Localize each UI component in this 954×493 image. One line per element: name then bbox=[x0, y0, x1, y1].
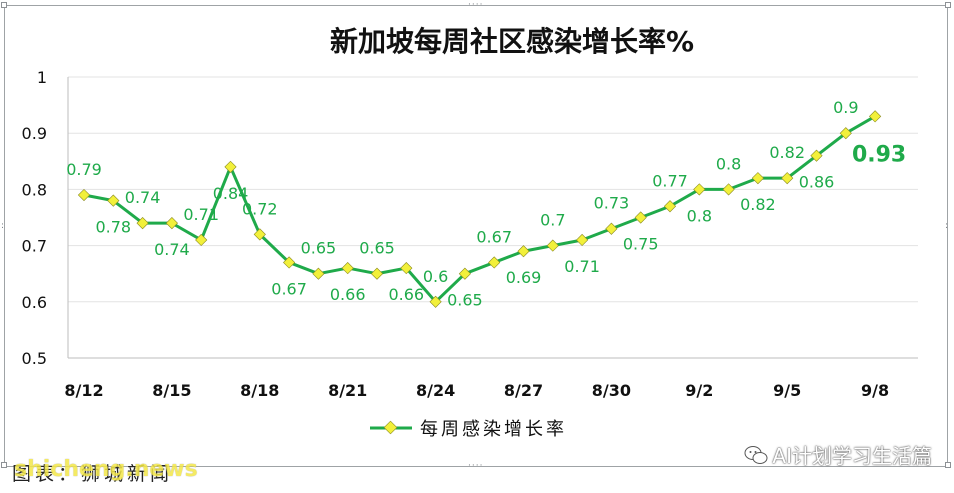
x-tick-label: 8/30 bbox=[592, 381, 631, 400]
x-tick-label: 9/2 bbox=[685, 381, 713, 400]
legend: 每周感染增长率 bbox=[370, 419, 567, 440]
x-tick-label: 8/27 bbox=[504, 381, 543, 400]
data-label: 0.74 bbox=[125, 188, 161, 207]
data-point bbox=[400, 261, 413, 275]
data-point bbox=[751, 172, 764, 185]
y-tick-label: 0.5 bbox=[22, 349, 47, 368]
x-tick-label: 8/15 bbox=[152, 381, 191, 400]
data-label: 0.71 bbox=[564, 257, 600, 276]
wechat-icon bbox=[744, 445, 768, 464]
data-label: 0.69 bbox=[506, 268, 542, 287]
data-label: 0.65 bbox=[301, 239, 337, 258]
data-label: 0.82 bbox=[769, 143, 805, 162]
data-point bbox=[693, 183, 706, 196]
data-point bbox=[663, 200, 677, 213]
data-label: 0.71 bbox=[183, 205, 219, 224]
data-label: 0.74 bbox=[154, 240, 190, 259]
site-watermark: shicheng.news bbox=[14, 457, 198, 482]
data-point bbox=[195, 233, 208, 247]
x-tick-label: 8/24 bbox=[416, 381, 455, 400]
data-point bbox=[458, 267, 471, 280]
resize-handle-bottom-left[interactable] bbox=[1, 462, 7, 468]
x-tick-label: 9/8 bbox=[861, 381, 889, 400]
series-line bbox=[83, 115, 876, 304]
data-point bbox=[576, 233, 589, 247]
data-point bbox=[722, 183, 735, 196]
data-point bbox=[546, 239, 559, 252]
data-label: 0.86 bbox=[799, 173, 835, 192]
resize-handle-top-right[interactable] bbox=[945, 2, 951, 8]
data-point bbox=[429, 295, 442, 308]
resize-handle-top-left[interactable] bbox=[1, 2, 7, 8]
data-label: 0.77 bbox=[652, 171, 688, 190]
x-tick-label: 9/5 bbox=[773, 381, 801, 400]
data-labels: 0.79 0.78 0.74 0.74 0.71 0.840.72 0.67 0.65 0.66… bbox=[66, 98, 906, 310]
x-tick-label: 8/18 bbox=[240, 381, 279, 400]
legend-marker bbox=[383, 420, 398, 435]
data-point bbox=[839, 127, 852, 140]
chart-frame bbox=[4, 5, 948, 467]
chart-title: 新加坡每周社区感染增长率% bbox=[330, 25, 694, 58]
data-label: 0.8 bbox=[687, 206, 712, 225]
data-point bbox=[810, 149, 823, 162]
data-label: 0.75 bbox=[623, 235, 659, 254]
watermark-text: AI计划学习生活篇 bbox=[772, 444, 932, 468]
data-point bbox=[107, 194, 120, 207]
data-point bbox=[488, 256, 501, 269]
data-label: 0.72 bbox=[242, 199, 278, 218]
data-label: 0.82 bbox=[740, 195, 776, 214]
data-point bbox=[165, 217, 178, 230]
data-point bbox=[634, 211, 647, 224]
data-point bbox=[312, 267, 325, 280]
watermark: AI计划学习生活篇 bbox=[744, 440, 932, 469]
resize-handle-bottom-right[interactable] bbox=[945, 462, 951, 468]
data-label: 0.66 bbox=[388, 285, 424, 304]
resize-handle-top[interactable]: ···· bbox=[468, 0, 484, 10]
data-label: 0.6 bbox=[423, 267, 448, 286]
data-label: 0.93 bbox=[852, 142, 906, 167]
data-point bbox=[77, 188, 91, 202]
source-caption: 图表：狮城新闻 bbox=[12, 463, 174, 485]
gridlines bbox=[67, 76, 918, 359]
y-tick-label: 0.7 bbox=[22, 237, 47, 256]
data-point bbox=[341, 261, 354, 275]
data-label: 0.67 bbox=[271, 279, 307, 298]
data-label: 0.73 bbox=[594, 194, 630, 213]
data-label: 0.65 bbox=[447, 291, 483, 310]
data-point bbox=[283, 256, 296, 269]
data-label: 0.9 bbox=[833, 98, 858, 117]
y-tick-label: 1 bbox=[37, 68, 47, 87]
resize-handle-left[interactable]: : bbox=[1, 221, 6, 231]
data-label: 0.65 bbox=[359, 239, 395, 258]
y-tick-label: 0.6 bbox=[22, 293, 47, 312]
data-label: 0.78 bbox=[95, 218, 131, 237]
data-label: 0.79 bbox=[66, 160, 102, 179]
resize-handle-bottom[interactable]: ···· bbox=[468, 461, 484, 471]
data-point bbox=[781, 172, 794, 185]
data-point bbox=[224, 160, 237, 174]
legend-label: 每周感染增长率 bbox=[420, 419, 567, 440]
x-axis-ticks: 8/12 8/15 8/18 8/21 8/24 8/27 8/30 9/2 9/5 9/8 bbox=[64, 381, 889, 400]
data-label: 0.84 bbox=[213, 184, 249, 203]
x-tick-label: 8/21 bbox=[328, 381, 367, 400]
data-point bbox=[370, 267, 384, 280]
series-layer bbox=[77, 110, 882, 308]
y-tick-label: 0.8 bbox=[22, 180, 47, 199]
resize-handle-right[interactable]: : bbox=[945, 221, 950, 231]
data-point bbox=[869, 110, 882, 123]
data-label: 0.67 bbox=[476, 227, 512, 246]
data-label: 0.7 bbox=[540, 211, 565, 230]
y-axis-ticks: 0.5 0.6 0.7 0.8 0.9 1 bbox=[22, 68, 47, 368]
data-point bbox=[253, 228, 266, 241]
data-point bbox=[136, 217, 149, 230]
data-label: 0.8 bbox=[716, 154, 741, 173]
data-label: 0.66 bbox=[330, 285, 366, 304]
x-tick-label: 8/12 bbox=[64, 381, 103, 400]
data-point bbox=[517, 245, 530, 258]
data-point bbox=[605, 222, 618, 235]
y-tick-label: 0.9 bbox=[22, 124, 47, 143]
